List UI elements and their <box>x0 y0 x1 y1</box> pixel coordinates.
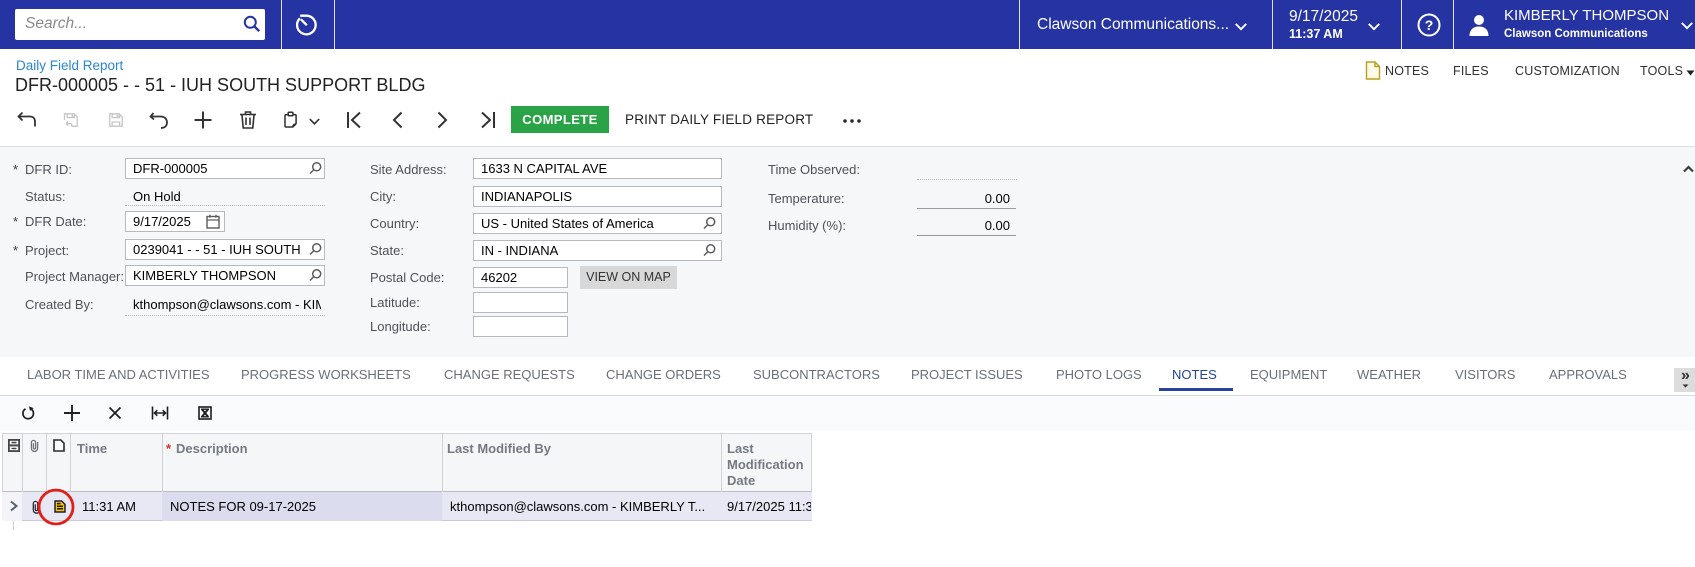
svg-text:?: ? <box>1425 17 1434 33</box>
